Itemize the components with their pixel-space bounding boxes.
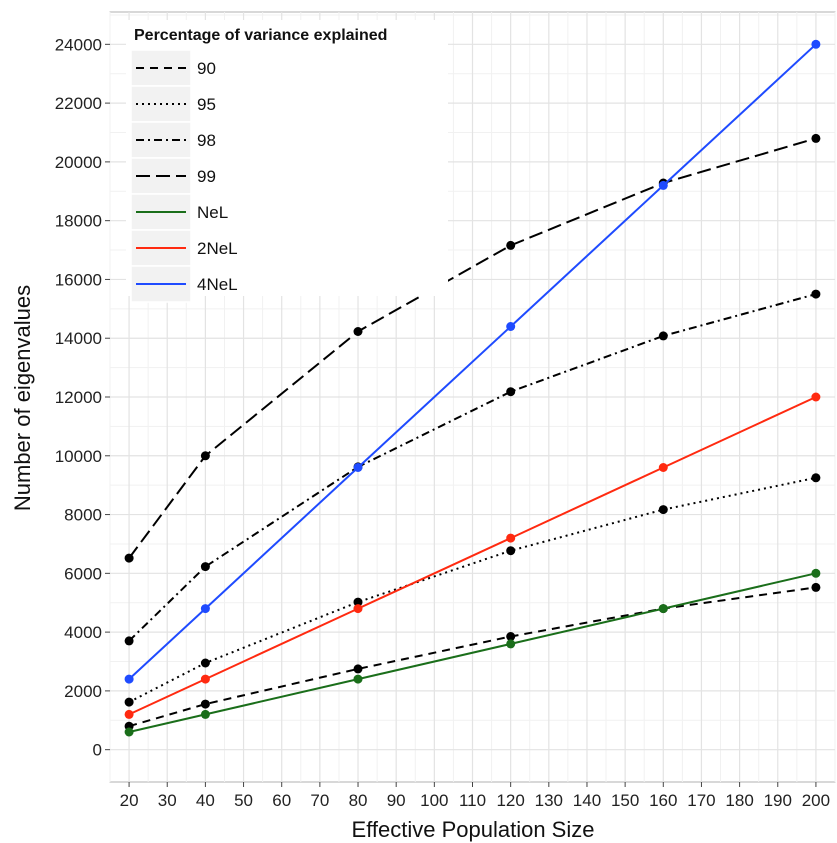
data-point-2nel (124, 709, 134, 719)
y-tick-label: 18000 (55, 212, 102, 231)
y-tick-label: 10000 (55, 447, 102, 466)
x-tick-label: 190 (764, 791, 792, 810)
series-95 (124, 473, 821, 707)
y-tick-label: 16000 (55, 270, 102, 289)
y-tick-label: 20000 (55, 153, 102, 172)
legend-label: 90 (197, 59, 216, 78)
y-tick-label: 14000 (55, 329, 102, 348)
x-tick-label: 70 (310, 791, 329, 810)
x-tick-label: 60 (272, 791, 291, 810)
data-point-2nel (506, 533, 516, 543)
y-axis-title: Number of eigenvalues (10, 285, 35, 511)
data-point-90 (506, 632, 516, 641)
data-point-90 (353, 664, 363, 674)
data-point-95 (353, 597, 363, 607)
data-point-98 (124, 636, 134, 646)
legend-label: NeL (197, 203, 228, 222)
x-tick-label: 170 (687, 791, 715, 810)
x-tick-label: 130 (535, 791, 563, 810)
series-line-90 (128, 586, 817, 728)
y-tick-label: 2000 (64, 682, 102, 701)
series-line-2nel (128, 396, 817, 716)
y-tick-label: 6000 (64, 564, 102, 583)
data-point-98 (658, 331, 668, 341)
legend-label: 4NeL (197, 275, 238, 294)
x-tick-label: 50 (234, 791, 253, 810)
data-point-95 (124, 697, 134, 707)
y-tick-label: 24000 (55, 35, 102, 54)
data-point-nel (353, 674, 363, 684)
x-tick-label: 40 (196, 791, 215, 810)
x-tick-label: 30 (158, 791, 177, 810)
x-axis: 20 30 40 50 60 70 80 90 100 110 120 130 140 150 160 170… (120, 782, 830, 810)
data-point-98 (811, 289, 821, 299)
y-tick-label: 8000 (64, 506, 102, 525)
series-line-95 (128, 476, 817, 703)
y-tick-label: 12000 (55, 388, 102, 407)
data-point-4nel (200, 604, 210, 614)
legend-label: 98 (197, 131, 216, 150)
series-4nel (124, 39, 821, 684)
legend-label: 2NeL (197, 239, 238, 258)
x-axis-title: Effective Population Size (352, 817, 595, 842)
x-tick-label: 90 (387, 791, 406, 810)
x-tick-label: 110 (459, 791, 486, 810)
data-point-90 (200, 699, 210, 709)
data-point-nel (200, 709, 210, 719)
data-point-2nel (658, 463, 668, 472)
data-point-95 (658, 505, 668, 515)
series-nel (124, 568, 821, 737)
data-point-2nel (200, 674, 210, 684)
legend-label: 99 (197, 167, 216, 186)
data-point-99 (811, 133, 821, 143)
data-point-nel (124, 727, 134, 737)
x-tick-label: 20 (120, 791, 139, 810)
x-tick-label: 150 (611, 791, 639, 810)
x-tick-label: 180 (725, 791, 753, 810)
y-axis: 0 2000 4000 6000 8000 10000 12000 14000 16000 180… (55, 35, 110, 760)
data-point-nel (506, 639, 516, 649)
x-tick-label: 120 (496, 791, 524, 810)
data-point-98 (506, 387, 516, 397)
data-point-4nel (124, 674, 134, 684)
y-tick-label: 0 (93, 741, 102, 760)
data-point-99 (200, 451, 210, 461)
data-point-4nel (658, 180, 668, 190)
legend-label: 95 (197, 95, 216, 114)
data-point-95 (506, 546, 516, 556)
data-point-4nel (506, 322, 516, 331)
x-tick-label: 80 (349, 791, 368, 810)
data-point-nel (658, 604, 668, 614)
series-line-98 (128, 293, 817, 642)
data-point-2nel (811, 392, 821, 402)
data-point-4nel (353, 463, 363, 472)
x-tick-label: 140 (573, 791, 601, 810)
data-point-95 (200, 658, 210, 668)
data-point-4nel (811, 39, 821, 49)
y-tick-label: 4000 (64, 623, 102, 642)
legend: Percentage of variance explained 90 95 98 9… (126, 20, 448, 303)
series-line-nel (128, 572, 817, 733)
series-line-4nel (128, 43, 817, 680)
data-point-99 (506, 240, 516, 250)
series-2nel (124, 392, 821, 719)
x-tick-label: 100 (420, 791, 448, 810)
y-tick-label: 22000 (55, 94, 102, 113)
data-point-99 (353, 327, 363, 336)
data-point-99 (124, 553, 134, 563)
data-point-98 (200, 562, 210, 572)
data-point-90 (811, 582, 821, 592)
x-tick-label: 160 (649, 791, 677, 810)
x-tick-label: 200 (802, 791, 830, 810)
legend-title: Percentage of variance explained (134, 27, 387, 44)
series-layer (124, 39, 821, 737)
data-point-nel (811, 568, 821, 578)
data-point-2nel (353, 604, 363, 614)
data-point-95 (811, 473, 821, 483)
